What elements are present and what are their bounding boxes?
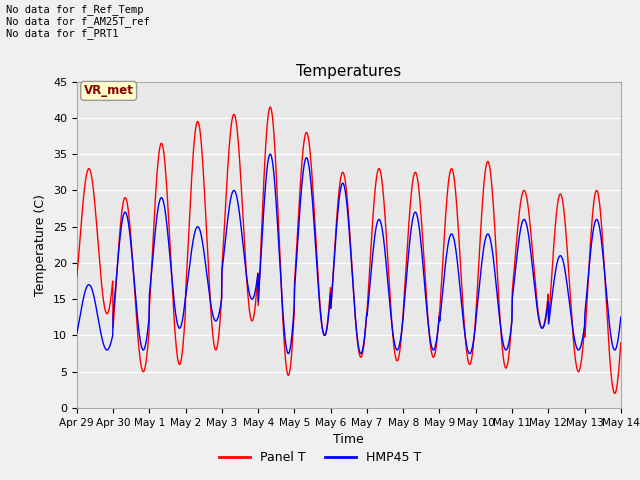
Text: No data for f_PRT1: No data for f_PRT1	[6, 28, 119, 39]
Text: No data for f_Ref_Temp: No data for f_Ref_Temp	[6, 4, 144, 15]
Text: No data for f_AM25T_ref: No data for f_AM25T_ref	[6, 16, 150, 27]
Text: VR_met: VR_met	[84, 84, 134, 97]
Y-axis label: Temperature (C): Temperature (C)	[35, 194, 47, 296]
X-axis label: Time: Time	[333, 433, 364, 446]
Title: Temperatures: Temperatures	[296, 64, 401, 79]
Legend: Panel T, HMP45 T: Panel T, HMP45 T	[214, 446, 426, 469]
